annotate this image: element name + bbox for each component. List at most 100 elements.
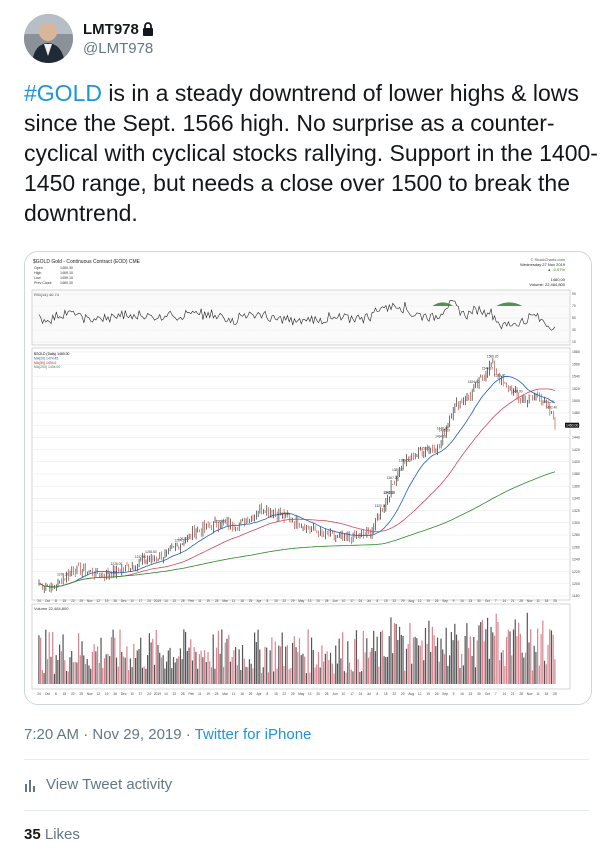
price-annotation: 1535.30 xyxy=(494,373,506,377)
volume-bar xyxy=(133,643,135,684)
volume-bar xyxy=(543,660,546,684)
x-tick-label: 19 xyxy=(105,599,109,603)
volume-bar xyxy=(468,648,470,684)
price-annotation: 1295.80 xyxy=(214,519,226,523)
x-tick-label-volume: 14 xyxy=(164,692,168,696)
volume-bar xyxy=(134,658,137,684)
volume-bar xyxy=(40,637,42,684)
volume-bar xyxy=(145,668,147,684)
volume-bar xyxy=(354,639,356,684)
x-tick-label-volume: Oct xyxy=(485,692,490,696)
x-tick-label: Dec xyxy=(121,599,127,603)
x-tick-label-volume: 10 xyxy=(342,692,346,696)
volume-bar xyxy=(210,667,213,684)
volume-bar xyxy=(509,631,511,684)
volume-bar xyxy=(436,637,439,684)
price-annotation: 1307.80 xyxy=(278,512,290,516)
volume-bar xyxy=(331,663,333,684)
volume-bar xyxy=(362,630,364,684)
hashtag-link[interactable]: #GOLD xyxy=(24,80,102,106)
x-tick-label: Jun xyxy=(332,599,337,603)
divider xyxy=(24,759,589,760)
volume-bar xyxy=(100,637,102,684)
x-tick-label-volume: 2019 xyxy=(154,692,161,696)
tweet-media-chart[interactable]: $GOLD Gold - Continuous Contract (EOD) C… xyxy=(24,251,592,705)
avatar[interactable] xyxy=(24,14,73,63)
volume-bar xyxy=(276,668,278,684)
x-tick-label-volume: 17 xyxy=(139,692,143,696)
volume-bar xyxy=(317,651,320,684)
volume-bar xyxy=(57,660,59,684)
x-tick-label: 20 xyxy=(316,599,320,603)
volume-bar xyxy=(552,634,554,684)
volume-bar xyxy=(48,632,50,684)
x-tick-label-volume: 28 xyxy=(325,692,329,696)
volume-bar xyxy=(84,663,87,684)
chart-volume-line: Volume: 22,484,800 xyxy=(529,282,565,287)
volume-bar xyxy=(212,634,214,684)
volume-bar xyxy=(345,672,347,684)
x-tick-label: 23 xyxy=(469,599,473,603)
x-tick-label-volume: 19 xyxy=(206,692,210,696)
volume-bar xyxy=(521,652,523,684)
stat-value: 1460.30 xyxy=(60,281,73,285)
volume-bar xyxy=(486,617,489,684)
volume-bar xyxy=(490,626,492,684)
x-tick-label: 13 xyxy=(308,599,312,603)
lock-icon xyxy=(142,22,153,36)
price-annotation: 1395.50 xyxy=(399,459,411,463)
volume-bar xyxy=(209,661,211,684)
volume-bar xyxy=(452,640,454,684)
volume-bar xyxy=(59,644,61,684)
volume-bar xyxy=(371,647,373,684)
x-tick-label-volume: 20 xyxy=(316,692,320,696)
volume-bar xyxy=(385,657,387,684)
tweet-source-link[interactable]: Twitter for iPhone xyxy=(194,726,312,743)
volume-bar xyxy=(178,656,180,684)
x-tick-label: Oct xyxy=(485,599,490,603)
view-tweet-activity-button[interactable]: View Tweet activity xyxy=(24,776,172,793)
x-tick-label-volume: May xyxy=(298,692,304,696)
volume-bar xyxy=(364,652,366,684)
price-annotation: 1508.90 xyxy=(511,389,523,393)
volume-bar xyxy=(200,650,202,684)
x-tick-label: 19 xyxy=(206,599,210,603)
x-tick-label: 30 xyxy=(477,599,481,603)
volume-bar xyxy=(64,660,66,684)
volume-bar xyxy=(528,642,530,684)
volume-bar xyxy=(260,672,263,684)
volume-bar xyxy=(550,630,553,684)
volume-bar xyxy=(181,659,183,684)
volume-bar xyxy=(397,640,399,684)
x-tick-label-volume: 30 xyxy=(477,692,481,696)
stat-value: 1459.10 xyxy=(60,276,73,280)
x-tick-label: Aug xyxy=(408,599,414,603)
tweet-timestamp[interactable]: 7:20 AM · Nov 29, 2019 · xyxy=(24,726,195,743)
user-handle[interactable]: @LMT978 xyxy=(83,39,154,57)
volume-bar xyxy=(300,655,302,684)
x-tick-label: 28 xyxy=(325,599,329,603)
volume-bar xyxy=(373,630,375,684)
volume-bar xyxy=(493,635,496,684)
volume-bar xyxy=(131,667,133,684)
axis-tick-label: 1440 xyxy=(572,436,580,440)
volume-bar xyxy=(352,671,354,684)
volume-bar xyxy=(416,638,418,684)
x-tick-label: 25 xyxy=(215,599,219,603)
x-tick-label: Mar xyxy=(222,599,228,603)
axis-tick-label: 1380 xyxy=(572,472,580,476)
volume-bar xyxy=(86,659,88,684)
volume-bar xyxy=(205,662,207,684)
chart-change: ▲ -0.07% xyxy=(547,267,565,272)
volume-bar xyxy=(278,645,280,684)
avatar-image xyxy=(24,14,73,63)
x-tick-label-volume: 11 xyxy=(536,692,540,696)
volume-bar xyxy=(466,623,468,684)
volume-bar xyxy=(193,647,195,684)
price-annotation: 1343.20 xyxy=(383,490,395,494)
volume-bar xyxy=(257,629,259,684)
x-tick-label-volume: 13 xyxy=(308,692,312,696)
display-name[interactable]: LMT978 xyxy=(83,21,154,38)
volume-bar xyxy=(459,667,461,684)
likes-count[interactable]: 35 Likes xyxy=(24,826,80,843)
